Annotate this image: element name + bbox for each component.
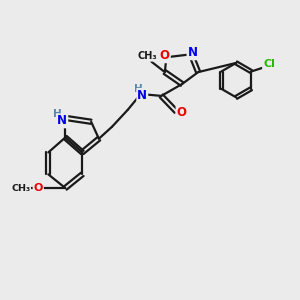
Text: N: N: [137, 89, 147, 102]
Text: O: O: [176, 106, 187, 119]
Text: H: H: [52, 109, 61, 119]
Text: N: N: [57, 114, 67, 128]
Text: O: O: [34, 183, 43, 193]
Text: CH₃: CH₃: [11, 184, 30, 193]
Text: N: N: [188, 46, 197, 59]
Text: CH₃: CH₃: [137, 51, 157, 61]
Text: O: O: [160, 49, 170, 62]
Text: H: H: [134, 84, 142, 94]
Text: Cl: Cl: [263, 59, 275, 69]
